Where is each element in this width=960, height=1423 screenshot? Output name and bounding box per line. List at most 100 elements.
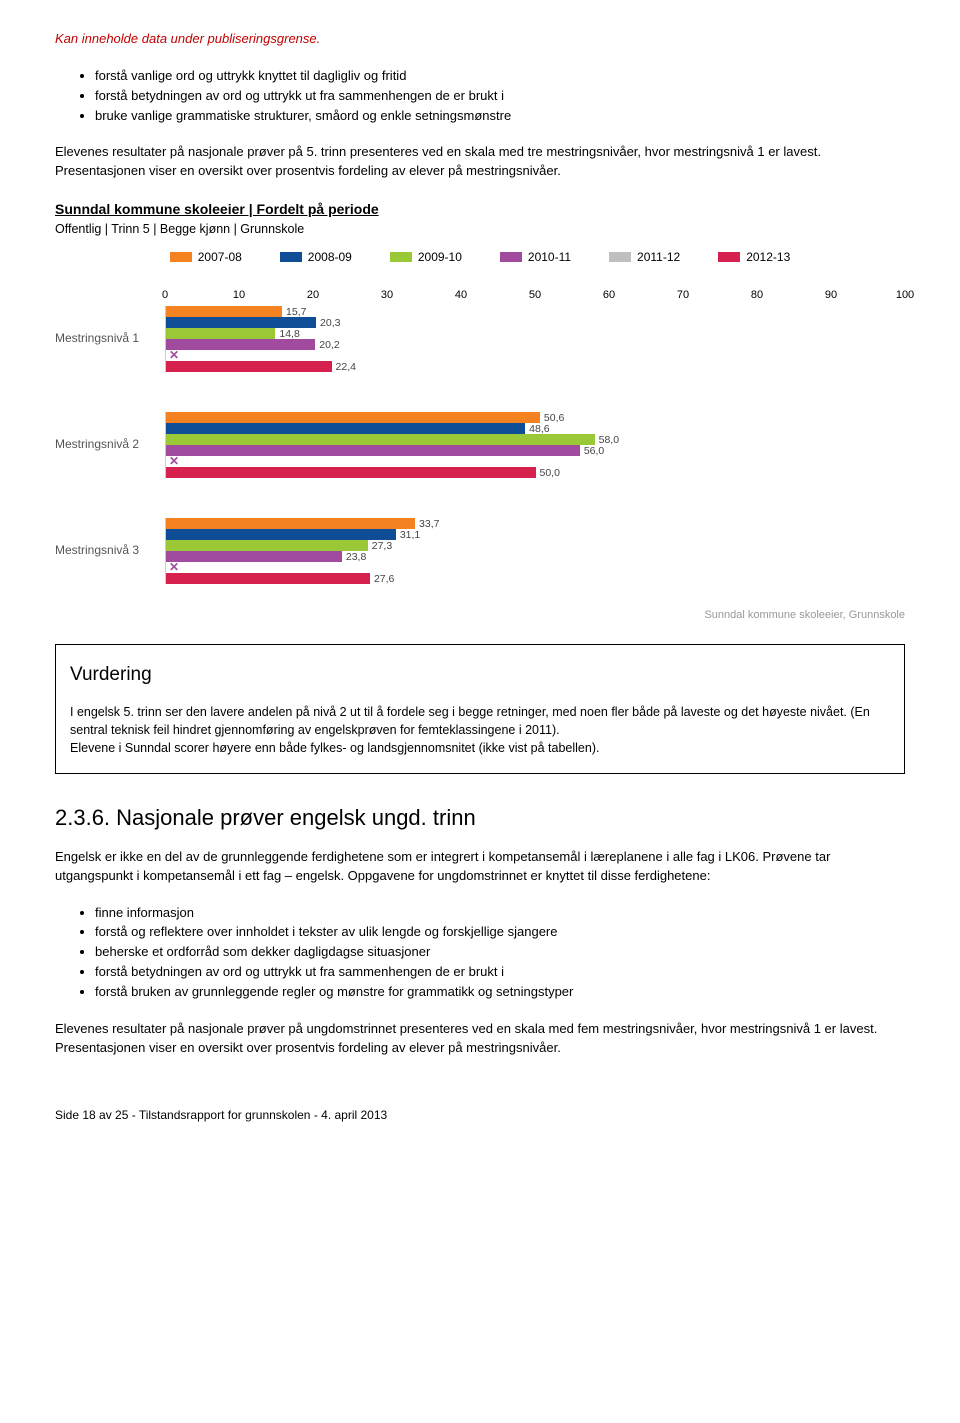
bullet-item: forstå betydningen av ord og uttrykk ut … — [95, 87, 905, 106]
bullets-top: forstå vanlige ord og uttrykk knyttet ti… — [95, 67, 905, 126]
bar — [166, 518, 415, 529]
axis-tick: 30 — [381, 288, 393, 304]
bar-row: 48,6 — [166, 423, 905, 434]
bars-area: 33,731,127,323,8✕ 27,6 — [165, 518, 905, 584]
page-footer: Side 18 av 25 - Tilstandsrapport for gru… — [55, 1107, 905, 1124]
vurdering-heading: Vurdering — [70, 661, 890, 689]
axis-tick: 70 — [677, 288, 689, 304]
chart-x-axis: 0102030405060708090100 — [55, 288, 905, 302]
bar-value: 22,4 — [336, 360, 356, 375]
bar-row: 56,0 — [166, 445, 905, 456]
results-paragraph: Elevenes resultater på nasjonale prøver … — [55, 143, 905, 181]
legend-item: 2007-08 — [170, 249, 242, 266]
axis-tick: 40 — [455, 288, 467, 304]
publishing-warning: Kan inneholde data under publiseringsgre… — [55, 30, 905, 49]
legend-label: 2007-08 — [198, 249, 242, 266]
legend-label: 2012-13 — [746, 249, 790, 266]
legend-item: 2012-13 — [718, 249, 790, 266]
chart-group: Mestringsnivå 250,648,658,056,0✕50,0 — [55, 412, 905, 478]
bar — [166, 412, 540, 423]
legend-swatch — [390, 252, 412, 262]
bar-value: 50,0 — [540, 466, 560, 481]
chart-footer: Sunndal kommune skoleeier, Grunnskole — [55, 608, 905, 624]
axis-tick: 50 — [529, 288, 541, 304]
legend-swatch — [500, 252, 522, 262]
missing-x-icon: ✕ — [169, 562, 179, 573]
legend-swatch — [280, 252, 302, 262]
axis-tick: 80 — [751, 288, 763, 304]
bars-area: 15,720,314,820,2✕22,4 — [165, 306, 905, 372]
bar-row: 31,1 — [166, 529, 905, 540]
section-title: Sunndal kommune skoleeier | Fordelt på p… — [55, 201, 379, 217]
axis-tick: 60 — [603, 288, 615, 304]
bar-row: 33,7 — [166, 518, 905, 529]
legend-swatch — [718, 252, 740, 262]
bar — [166, 434, 595, 445]
bar-row: 27,3 — [166, 540, 905, 551]
group-label: Mestringsnivå 3 — [55, 542, 165, 559]
group-label: Mestringsnivå 1 — [55, 330, 165, 347]
bar-row: 14,8 — [166, 328, 905, 339]
axis-tick: 0 — [162, 288, 168, 304]
legend-item: 2008-09 — [280, 249, 352, 266]
bullet-item: forstå bruken av grunnleggende regler og… — [95, 983, 905, 1002]
bar — [166, 328, 275, 339]
bar — [166, 306, 282, 317]
bullet-item: forstå og reflektere over innholdet i te… — [95, 923, 905, 942]
chart-group: Mestringsnivå 3 33,731,127,323,8✕ 27,6 — [55, 518, 905, 584]
bar-row: 23,8 — [166, 551, 905, 562]
bar-row: 15,7 — [166, 306, 905, 317]
chart-group: Mestringsnivå 115,720,314,820,2✕22,4 — [55, 306, 905, 372]
sec-236-intro: Engelsk er ikke en del av de grunnleggen… — [55, 848, 905, 886]
legend-label: 2010-11 — [528, 249, 571, 266]
bullet-item: finne informasjon — [95, 904, 905, 923]
chart-section-heading: Sunndal kommune skoleeier | Fordelt på p… — [55, 199, 905, 239]
bullet-item: bruke vanlige grammatiske strukturer, sm… — [95, 107, 905, 126]
bar — [166, 339, 315, 350]
bar — [166, 573, 370, 584]
legend-item: 2011-12 — [609, 249, 680, 266]
legend-label: 2009-10 — [418, 249, 462, 266]
bar — [166, 540, 368, 551]
warning-text: Kan inneholde data under publiseringsgre… — [55, 31, 320, 46]
bar-row: 20,3 — [166, 317, 905, 328]
missing-x-icon: ✕ — [169, 456, 179, 467]
bar — [166, 361, 332, 372]
vurdering-body: I engelsk 5. trinn ser den lavere andele… — [70, 703, 890, 757]
axis-tick: 100 — [896, 288, 914, 304]
bar-row: ✕ — [166, 562, 905, 573]
mestring-chart: 2007-08 2008-09 2009-10 2010-11 2011-12 2012-… — [55, 249, 905, 624]
bar-row: ✕ — [166, 350, 905, 361]
bar-row: ✕ — [166, 456, 905, 467]
bullet-item: forstå vanlige ord og uttrykk knyttet ti… — [95, 67, 905, 86]
legend-label: 2011-12 — [637, 249, 680, 266]
bar — [166, 445, 580, 456]
bullet-item: forstå betydningen av ord og uttrykk ut … — [95, 963, 905, 982]
bar-row: 58,0 — [166, 434, 905, 445]
sec-236-bullets: finne informasjonforstå og reflektere ov… — [95, 904, 905, 1002]
bar-row: 50,0 — [166, 467, 905, 478]
bullet-item: beherske et ordforråd som dekker dagligd… — [95, 943, 905, 962]
bar — [166, 551, 342, 562]
legend-item: 2009-10 — [390, 249, 462, 266]
chart-groups: Mestringsnivå 115,720,314,820,2✕22,4Mest… — [55, 306, 905, 584]
bar — [166, 467, 536, 478]
section-subtitle: Offentlig | Trinn 5 | Begge kjønn | Grun… — [55, 222, 304, 236]
legend-label: 2008-09 — [308, 249, 352, 266]
bar-row: 22,4 — [166, 361, 905, 372]
axis-tick: 20 — [307, 288, 319, 304]
bar-value: 27,6 — [374, 572, 394, 587]
chart-legend: 2007-08 2008-09 2009-10 2010-11 2011-12 2012-… — [55, 249, 905, 266]
legend-swatch — [170, 252, 192, 262]
axis-tick: 10 — [233, 288, 245, 304]
axis-tick: 90 — [825, 288, 837, 304]
group-label: Mestringsnivå 2 — [55, 436, 165, 453]
axis-ticks: 0102030405060708090100 — [165, 288, 905, 302]
bars-area: 50,648,658,056,0✕50,0 — [165, 412, 905, 478]
sec-236-outro: Elevenes resultater på nasjonale prøver … — [55, 1020, 905, 1058]
legend-item: 2010-11 — [500, 249, 571, 266]
sec-236-heading: 2.3.6. Nasjonale prøver engelsk ungd. tr… — [55, 802, 905, 834]
legend-swatch — [609, 252, 631, 262]
missing-x-icon: ✕ — [169, 350, 179, 361]
vurdering-box: Vurdering I engelsk 5. trinn ser den lav… — [55, 644, 905, 774]
